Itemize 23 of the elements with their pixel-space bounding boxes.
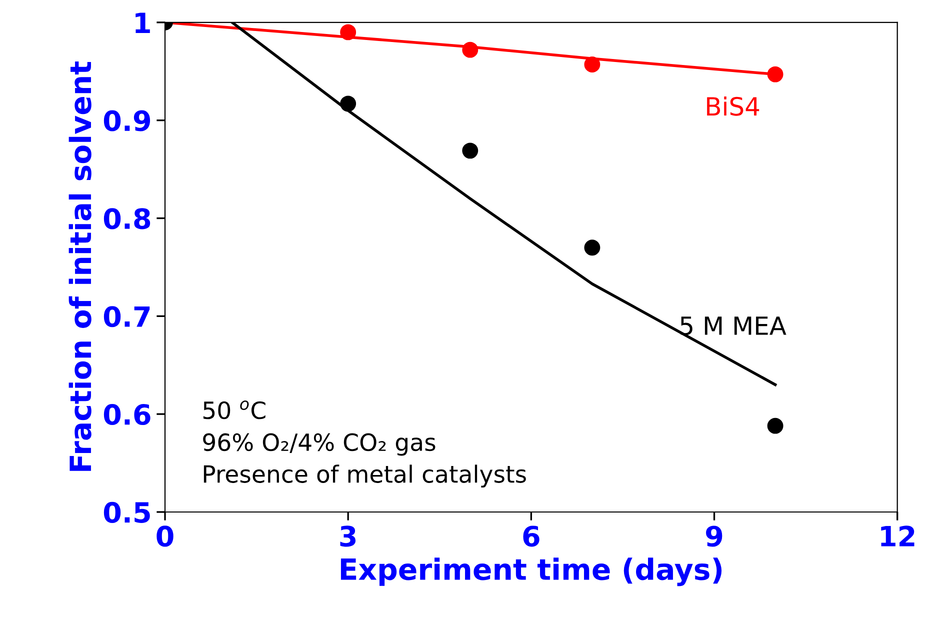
y-tick-label: 0.8 — [104, 208, 150, 230]
y-axis-title: Fraction of initial solvent — [68, 62, 92, 471]
point — [340, 24, 356, 40]
y-tick-label: 1 — [136, 12, 150, 33]
point — [462, 42, 478, 58]
point — [584, 240, 600, 256]
point — [462, 142, 478, 159]
y-tick-label: 0.7 — [104, 306, 150, 328]
point — [584, 56, 600, 72]
x-tick-label: 9 — [706, 526, 722, 547]
x-tick-label: 6 — [523, 526, 540, 547]
x-tick-label: 3 — [340, 526, 356, 547]
series-label: BiS4 — [707, 96, 760, 116]
x-axis-title: Experiment time (days) — [340, 558, 722, 586]
point — [767, 66, 784, 82]
point — [767, 418, 784, 434]
y-tick-label: 0.5 — [104, 502, 150, 523]
x-tick-label: 0 — [156, 526, 174, 547]
y-tick-label: 0.9 — [104, 110, 150, 132]
y-tick-label: 0.6 — [104, 404, 150, 426]
point — [340, 96, 356, 112]
annotation: 50 $^{o}$C 96% O₂/4% CO₂ gas Presence of metal catalysts — [203, 400, 526, 488]
x-tick-label: 12 — [881, 526, 914, 546]
